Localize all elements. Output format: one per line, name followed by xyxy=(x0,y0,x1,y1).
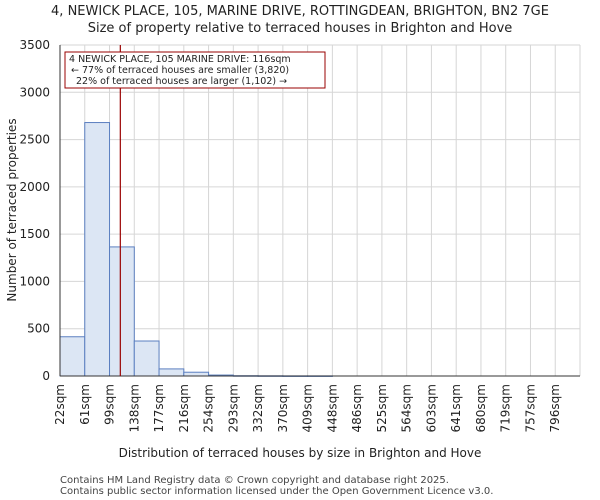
annotation-line-3: 22% of terraced houses are larger (1,102… xyxy=(76,76,287,87)
x-tick-label: 796sqm xyxy=(548,384,562,432)
chart-subtitle: Size of property relative to terraced ho… xyxy=(88,21,513,36)
x-tick-label: 409sqm xyxy=(301,384,315,432)
annotation-line-2: ← 77% of terraced houses are smaller (3,… xyxy=(71,65,289,76)
x-tick-label: 216sqm xyxy=(177,384,191,432)
y-tick-label: 1500 xyxy=(19,227,50,241)
y-tick-label: 500 xyxy=(27,322,50,336)
y-axis-label: Number of terraced properties xyxy=(5,118,19,301)
y-tick-label: 2500 xyxy=(19,133,50,147)
x-tick-label: 641sqm xyxy=(449,384,463,432)
y-tick-label: 0 xyxy=(42,369,50,383)
bar xyxy=(158,368,185,377)
x-tick-label: 525sqm xyxy=(375,384,389,432)
x-tick-label: 564sqm xyxy=(400,384,414,432)
x-tick-label: 370sqm xyxy=(276,384,290,432)
x-tick-label: 293sqm xyxy=(226,384,240,432)
y-tick-label: 3000 xyxy=(19,85,50,99)
x-tick-label: 448sqm xyxy=(325,384,339,432)
bar xyxy=(183,371,210,377)
footer-line-1: Contains HM Land Registry data © Crown c… xyxy=(60,475,449,486)
chart-title: 4, NEWICK PLACE, 105, MARINE DRIVE, ROTT… xyxy=(51,4,549,19)
y-tick-label: 2000 xyxy=(19,180,50,194)
y-tick-label: 3500 xyxy=(19,38,50,52)
x-tick-label: 61sqm xyxy=(78,384,92,425)
x-axis-label: Distribution of terraced houses by size … xyxy=(119,446,482,460)
x-tick-label: 22sqm xyxy=(53,384,67,425)
annotation-box: 4 NEWICK PLACE, 105 MARINE DRIVE: 116sqm… xyxy=(64,51,326,89)
bar xyxy=(84,122,111,377)
footer-line-2: Contains public sector information licen… xyxy=(60,486,493,497)
x-tick-label: 719sqm xyxy=(499,384,513,432)
annotation-line-1: 4 NEWICK PLACE, 105 MARINE DRIVE: 116sqm xyxy=(69,54,291,65)
annotation-border xyxy=(64,51,326,89)
x-tick-label: 332sqm xyxy=(251,384,265,432)
bars xyxy=(59,122,333,377)
x-tick-label: 254sqm xyxy=(202,384,216,432)
grid xyxy=(59,44,581,377)
bar xyxy=(59,336,86,377)
x-tick-label: 603sqm xyxy=(424,384,438,432)
x-tick-label: 680sqm xyxy=(474,384,488,432)
y-ticks: 0 500 1000 1500 2000 2500 3000 3500 xyxy=(19,38,50,383)
y-tick-label: 1000 xyxy=(19,274,50,288)
x-tick-label: 177sqm xyxy=(152,384,166,432)
bar xyxy=(133,340,160,377)
x-tick-label: 757sqm xyxy=(523,384,537,432)
x-ticks: 22sqm 61sqm 99sqm 138sqm 177sqm 216sqm 254sqm 2… xyxy=(53,384,562,432)
x-tick-label: 99sqm xyxy=(103,384,117,425)
x-tick-label: 138sqm xyxy=(127,384,141,432)
bar xyxy=(109,246,135,377)
x-tick-label: 486sqm xyxy=(350,384,364,432)
